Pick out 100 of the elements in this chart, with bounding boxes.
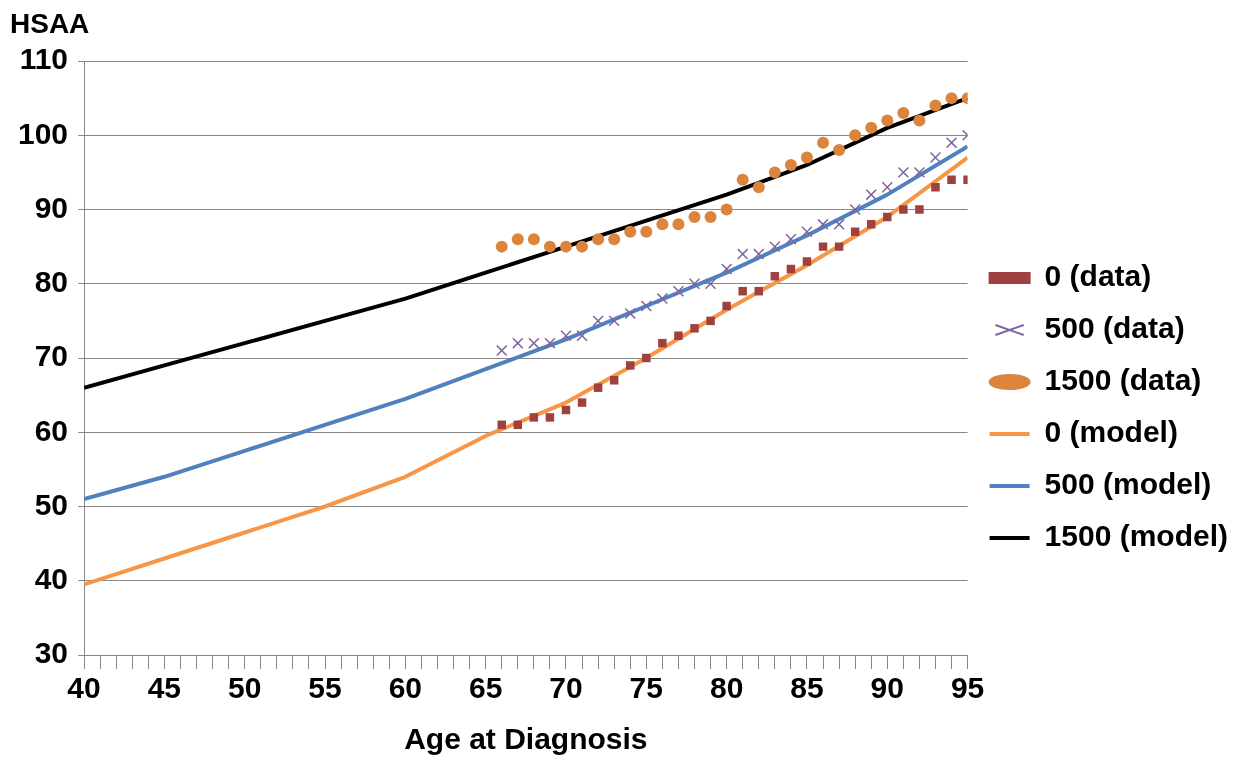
- point: [818, 242, 828, 251]
- point: [800, 151, 813, 164]
- point: [704, 210, 717, 223]
- point: [865, 121, 878, 134]
- point: [929, 99, 942, 112]
- y-tick-label: 90: [34, 190, 69, 224]
- y-tick-label: 110: [19, 42, 69, 76]
- point: [690, 324, 699, 333]
- point: [512, 337, 524, 349]
- point: [770, 272, 780, 281]
- point: [817, 136, 830, 149]
- point: [802, 257, 812, 266]
- point: [624, 307, 636, 320]
- point: [897, 106, 910, 119]
- y-tick-label: 30: [34, 636, 69, 670]
- point: [737, 248, 749, 260]
- y-tick-label: 70: [34, 339, 69, 373]
- point: [672, 285, 685, 297]
- point: [722, 301, 731, 311]
- point: [609, 376, 619, 385]
- point: [833, 218, 845, 231]
- point: [881, 114, 894, 127]
- x-axis-title: Age at Diagnosis: [404, 722, 648, 756]
- point: [817, 218, 829, 231]
- point: [559, 240, 572, 253]
- y-tick-label: 80: [34, 265, 69, 299]
- point: [865, 188, 877, 201]
- point: [608, 233, 621, 246]
- point: [801, 226, 813, 238]
- point: [656, 292, 669, 305]
- y-tick-label: 50: [34, 487, 69, 521]
- point: [738, 286, 747, 296]
- point: [672, 218, 685, 231]
- y-tick-label: 60: [34, 413, 69, 447]
- point: [704, 278, 717, 290]
- point: [527, 233, 540, 246]
- point: [495, 240, 508, 253]
- point: [545, 413, 555, 422]
- point: [931, 182, 940, 192]
- point: [769, 240, 781, 253]
- legend-label: 1500 (model): [1044, 519, 1229, 553]
- point: [768, 166, 781, 179]
- point: [642, 353, 651, 363]
- point: [947, 175, 956, 185]
- x-tick-label: 80: [709, 671, 744, 705]
- point: [592, 233, 605, 246]
- point: [720, 203, 733, 216]
- point: [866, 220, 876, 229]
- point: [640, 300, 653, 312]
- point: [529, 413, 539, 422]
- y-tick-label: 40: [34, 562, 69, 596]
- point: [626, 361, 635, 370]
- point: [674, 331, 683, 340]
- x-tick-label: 60: [388, 671, 423, 705]
- point: [833, 144, 846, 157]
- legend-label: 0 (model): [1044, 415, 1178, 449]
- point: [593, 383, 603, 392]
- point: [543, 240, 556, 253]
- point: [497, 420, 506, 430]
- point: [897, 166, 910, 179]
- x-tick-label: 75: [629, 671, 663, 705]
- point: [592, 315, 604, 327]
- x-tick-label: 95: [950, 671, 985, 705]
- point: [913, 166, 926, 179]
- point: [945, 92, 958, 105]
- point: [929, 151, 942, 164]
- point: [640, 225, 653, 238]
- y-tick-label: 100: [17, 116, 69, 150]
- x-tick-label: 55: [308, 671, 342, 705]
- legend-label: 500 (data): [1044, 311, 1185, 345]
- x-tick-label: 90: [870, 671, 904, 705]
- point: [544, 337, 556, 349]
- point: [883, 212, 892, 222]
- point: [736, 173, 749, 186]
- point: [608, 315, 620, 327]
- point: [658, 338, 667, 348]
- point: [753, 248, 765, 260]
- x-tick-label: 50: [228, 671, 262, 705]
- x-tick-label: 45: [147, 671, 182, 705]
- x-tick-label: 70: [549, 671, 583, 705]
- point: [785, 233, 797, 245]
- point: [576, 240, 589, 253]
- point: [688, 278, 701, 290]
- point: [577, 398, 587, 407]
- point: [881, 181, 893, 193]
- point: [624, 225, 637, 238]
- x-tick-label: 40: [67, 671, 101, 705]
- legend-label: 500 (model): [1044, 467, 1212, 501]
- legend-label: 1500 (data): [1044, 363, 1202, 397]
- point: [913, 114, 926, 127]
- point: [688, 210, 701, 223]
- point: [511, 233, 524, 246]
- x-tick-label: 65: [468, 671, 503, 705]
- y-axis-title: HSAA: [10, 8, 90, 40]
- point: [576, 330, 588, 342]
- point: [528, 337, 540, 349]
- point: [945, 136, 958, 149]
- point: [834, 242, 844, 251]
- point: [706, 316, 715, 326]
- point: [899, 205, 908, 214]
